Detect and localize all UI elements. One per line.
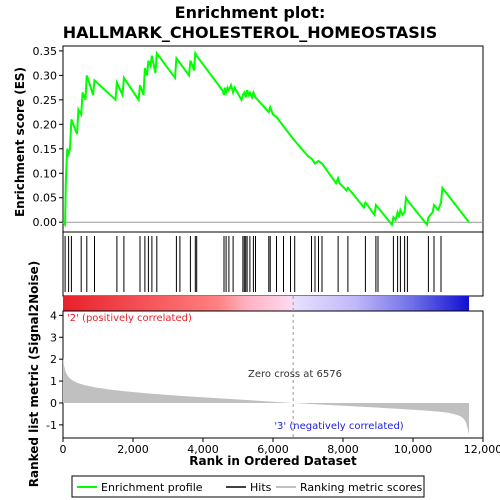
xtick-label: 10,000 [394, 443, 433, 456]
ranking-color-bar [63, 296, 469, 311]
metric-ytick-label: -1 [46, 419, 57, 432]
es-ytick-label: 0.30 [33, 69, 58, 82]
legend-hits-label: Hits [250, 481, 272, 494]
enrichment-profile-line [62, 49, 470, 228]
metric-axis-title: Ranked list metric (Signal2Noise) [27, 261, 41, 488]
metric-ytick-label: 1 [50, 375, 57, 388]
es-ytick-label: 0.00 [33, 216, 58, 229]
es-ytick-label: 0.10 [33, 167, 58, 180]
label-negative: '3' (negatively correlated) [274, 421, 403, 432]
es-ytick-label: 0.15 [33, 143, 58, 156]
xtick-label: 0 [60, 443, 67, 456]
chart-title-line1: Enrichment plot: [175, 3, 326, 22]
hits-panel-frame [62, 231, 484, 297]
es-y-axis: 0.00 0.05 0.10 0.15 0.20 0.25 0.30 0.35 [33, 45, 63, 229]
es-ytick-label: 0.20 [33, 118, 58, 131]
metric-ytick-label: 4 [50, 309, 57, 322]
legend-metric-label: Ranking metric scores [300, 481, 422, 494]
x-axis-title: Rank in Ordered Dataset [189, 454, 357, 468]
metric-ytick-label: 2 [50, 353, 57, 366]
chart-title-line2: HALLMARK_CHOLESTEROL_HOMEOSTASIS [63, 23, 438, 42]
es-ytick-label: 0.35 [33, 45, 58, 58]
ranking-metric-area [63, 357, 469, 435]
zero-cross-label: Zero cross at 6576 [248, 369, 342, 380]
xtick-label: 2,000 [117, 443, 149, 456]
xtick-label: 4,000 [187, 443, 219, 456]
xtick-label: 12,000 [464, 443, 500, 456]
legend-box [71, 475, 425, 498]
label-positive: '2' (positively correlated) [67, 313, 192, 324]
es-axis-title: Enrichment score (ES) [13, 67, 27, 217]
legend-enrichment-label: Enrichment profile [101, 481, 203, 494]
metric-y-axis: -1 0 1 2 3 4 [46, 309, 63, 432]
rank-x-axis: 0 2,000 4,000 6,000 8,000 10,000 12,000 [60, 438, 500, 456]
es-ytick-label: 0.25 [33, 94, 58, 107]
es-ytick-label: 0.05 [33, 192, 58, 205]
metric-panel-frame [62, 310, 484, 439]
hits-group [64, 236, 442, 292]
metric-ytick-label: 0 [50, 397, 57, 410]
es-panel-frame [62, 45, 484, 233]
xtick-label: 8,000 [327, 443, 359, 456]
xtick-label: 6,000 [257, 443, 289, 456]
metric-ytick-label: 3 [50, 331, 57, 344]
